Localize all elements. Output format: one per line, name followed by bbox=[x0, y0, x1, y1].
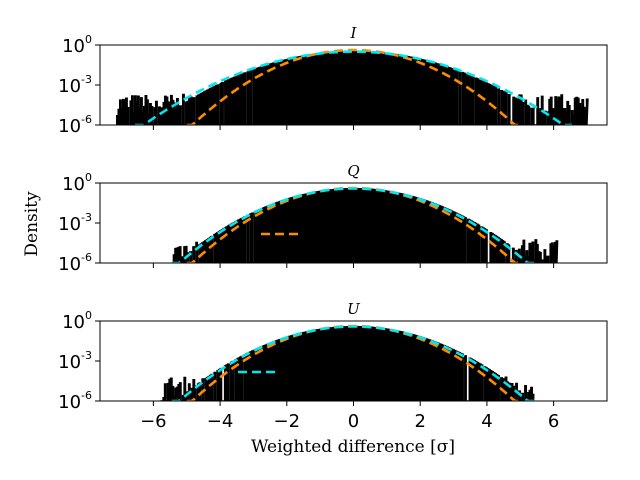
panel-title: Q bbox=[347, 162, 359, 180]
legend: Data bbox=[295, 86, 402, 108]
y-tick-label: 10-3 bbox=[58, 73, 92, 97]
data-histogram bbox=[160, 324, 536, 401]
y-tick-label: 10-6 bbox=[58, 251, 92, 275]
y-tick-label: 100 bbox=[62, 171, 92, 195]
x-tick-label: 0 bbox=[348, 411, 359, 432]
panel-q: 100 10-3 10-6 Q White noise bbox=[58, 162, 608, 275]
legend-label: Fitted Gaussian bbox=[297, 362, 449, 384]
fitted-gaussian-curve bbox=[171, 187, 536, 263]
y-axis-label: Density bbox=[22, 191, 42, 257]
x-tick-label: 2 bbox=[414, 411, 425, 432]
y-tick-label: 10-6 bbox=[58, 113, 92, 137]
y-tick-label: 10-3 bbox=[58, 211, 92, 235]
y-tick-label: 100 bbox=[62, 309, 92, 333]
legend: White noise bbox=[261, 224, 434, 246]
y-tick-label: 100 bbox=[62, 33, 92, 57]
fitted-gaussian-curve bbox=[171, 325, 536, 401]
legend-label: Data bbox=[356, 86, 402, 108]
data-histogram-steps bbox=[115, 50, 589, 125]
y-tick-label: 10-6 bbox=[58, 389, 92, 413]
x-tick-label: 4 bbox=[481, 411, 492, 432]
x-tick-label: −6 bbox=[140, 411, 167, 432]
data-histogram bbox=[171, 186, 559, 263]
x-axis-label: Weighted difference [σ] bbox=[251, 437, 455, 457]
x-tick-label: −4 bbox=[207, 411, 234, 432]
panel-i: 100 10-3 10-6 I Data bbox=[58, 24, 608, 137]
legend-label: White noise bbox=[320, 224, 434, 246]
data-histogram bbox=[115, 48, 589, 125]
data-histogram-steps bbox=[160, 325, 535, 401]
y-tick-label: 10-3 bbox=[58, 349, 92, 373]
x-tick-label: −2 bbox=[274, 411, 301, 432]
x-tick-label: 6 bbox=[548, 411, 559, 432]
white-noise-curve bbox=[186, 48, 521, 125]
panel-title: U bbox=[347, 300, 361, 318]
panel-u: −6 −4 −2 0 2 4 6 100 10-3 10-6 U Fitted Gaussian bbox=[58, 300, 608, 432]
fitted-gaussian-curve bbox=[135, 50, 572, 125]
panel-title: I bbox=[350, 24, 358, 42]
legend: Fitted Gaussian bbox=[238, 362, 449, 384]
legend-data-box bbox=[295, 86, 341, 105]
